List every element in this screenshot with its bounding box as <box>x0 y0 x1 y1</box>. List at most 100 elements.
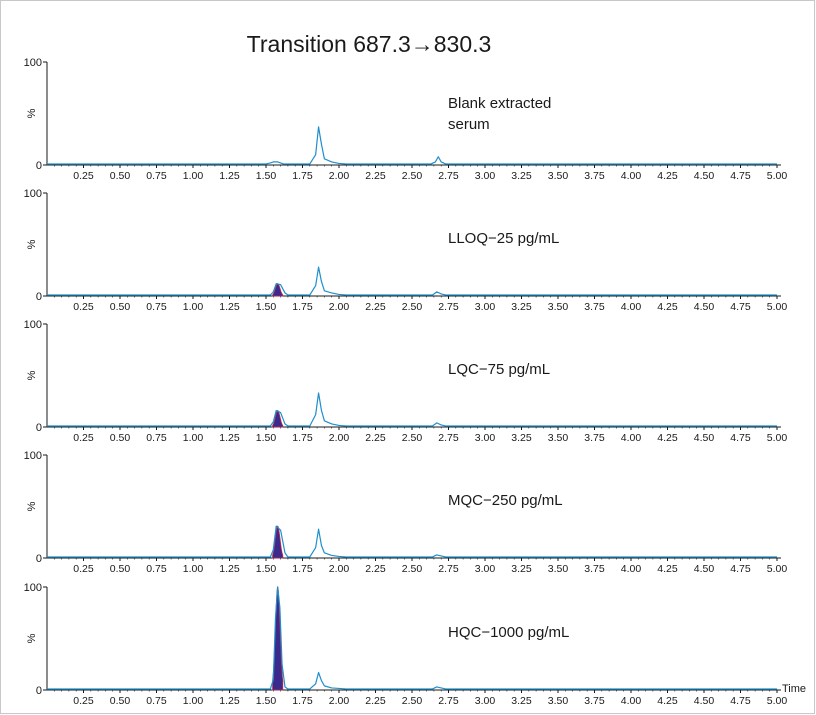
x-tick-label: 0.75 <box>146 301 167 313</box>
x-tick-label: 1.75 <box>292 563 313 575</box>
figure-title: Transition 687.3→830.3 <box>247 31 492 57</box>
y-tick-label: 0 <box>36 291 42 303</box>
x-tick-label: 4.50 <box>694 170 715 182</box>
sample-label: LLOQ−25 pg/mL <box>448 230 559 247</box>
x-tick-label: 2.25 <box>365 301 386 313</box>
x-tick-label: 1.00 <box>183 563 204 575</box>
y-axis-label: % <box>26 239 38 249</box>
x-tick-label: 3.75 <box>584 170 605 182</box>
x-tick-label: 1.75 <box>292 695 313 707</box>
x-tick-label: 3.75 <box>584 695 605 707</box>
x-tick-label: 2.75 <box>438 170 459 182</box>
y-tick-label: 100 <box>24 319 42 331</box>
x-tick-label: 0.50 <box>110 432 131 444</box>
x-tick-label: 0.25 <box>73 301 94 313</box>
x-tick-label: 1.75 <box>292 432 313 444</box>
x-tick-label: 0.50 <box>110 170 131 182</box>
x-tick-label: 4.75 <box>730 170 751 182</box>
x-tick-label: 2.75 <box>438 432 459 444</box>
x-tick-label: 3.25 <box>511 170 532 182</box>
analyte-peak-fill <box>272 410 284 428</box>
x-tick-label: 4.25 <box>657 432 678 444</box>
chromatogram-trace <box>47 126 777 165</box>
panel-5: 100 0% 0.25 0.50 0.75 1.00 1.25 1.50 1.75 2.00 2.2… <box>24 582 788 707</box>
x-tick-label: 1.00 <box>183 170 204 182</box>
x-tick-label: 1.75 <box>292 301 313 313</box>
x-tick-label: 4.00 <box>621 695 642 707</box>
sample-label: Blank extracted <box>448 95 551 112</box>
x-tick-label: 2.75 <box>438 301 459 313</box>
x-tick-label: 1.50 <box>256 432 277 444</box>
x-tick-label: 4.50 <box>694 695 715 707</box>
x-tick-label: 2.50 <box>402 695 423 707</box>
y-axis-label: % <box>26 633 38 643</box>
x-tick-label: 5.00 <box>767 301 788 313</box>
x-tick-label: 3.25 <box>511 301 532 313</box>
x-tick-label: 4.25 <box>657 301 678 313</box>
x-tick-label: 4.00 <box>621 432 642 444</box>
x-tick-label: 1.50 <box>256 563 277 575</box>
x-tick-label: 0.75 <box>146 432 167 444</box>
x-tick-label: 3.50 <box>548 170 569 182</box>
x-tick-label: 3.00 <box>475 301 496 313</box>
x-tick-label: 3.75 <box>584 563 605 575</box>
x-tick-label: 4.75 <box>730 695 751 707</box>
x-tick-label: 2.25 <box>365 695 386 707</box>
y-tick-label: 100 <box>24 582 42 594</box>
x-tick-label: 3.00 <box>475 563 496 575</box>
x-tick-label: 4.50 <box>694 432 715 444</box>
x-tick-label: 0.25 <box>73 432 94 444</box>
x-tick-label: 1.25 <box>219 301 240 313</box>
chromatogram-trace <box>47 586 777 690</box>
panels-group: 100 0% 0.25 0.50 0.75 1.00 1.25 1.50 1.75 2.00 2.2… <box>24 57 788 707</box>
x-tick-label: 0.50 <box>110 695 131 707</box>
x-tick-label: 4.75 <box>730 432 751 444</box>
x-tick-label: 2.25 <box>365 170 386 182</box>
analyte-peak-fill <box>272 525 284 559</box>
y-tick-label: 0 <box>36 422 42 434</box>
x-tick-label: 3.25 <box>511 563 532 575</box>
x-tick-label: 3.50 <box>548 695 569 707</box>
x-tick-label: 2.75 <box>438 695 459 707</box>
x-tick-label: 4.00 <box>621 563 642 575</box>
chromatogram-trace <box>47 525 777 558</box>
y-axis-label: % <box>26 108 38 118</box>
x-tick-label: 3.50 <box>548 563 569 575</box>
y-axis-label: % <box>26 501 38 511</box>
x-tick-label: 3.25 <box>511 432 532 444</box>
x-tick-label: 2.00 <box>329 695 350 707</box>
x-tick-label: 2.00 <box>329 432 350 444</box>
x-tick-label: 4.25 <box>657 170 678 182</box>
x-tick-label: 3.50 <box>548 301 569 313</box>
y-tick-label: 100 <box>24 188 42 200</box>
sample-label: MQC−250 pg/mL <box>448 492 563 509</box>
sample-label: HQC−1000 pg/mL <box>448 624 569 641</box>
x-tick-label: 4.50 <box>694 563 715 575</box>
x-tick-label: 0.75 <box>146 563 167 575</box>
x-tick-label: 2.50 <box>402 170 423 182</box>
x-tick-label: 1.25 <box>219 563 240 575</box>
sample-label: serum <box>448 116 490 133</box>
y-tick-label: 100 <box>24 450 42 462</box>
x-tick-label: 1.75 <box>292 170 313 182</box>
x-tick-label: 4.50 <box>694 301 715 313</box>
x-tick-label: 2.25 <box>365 563 386 575</box>
x-tick-label: 2.00 <box>329 563 350 575</box>
x-tick-label: 2.25 <box>365 432 386 444</box>
x-tick-label: 4.25 <box>657 695 678 707</box>
x-axis-label: Time <box>782 683 806 695</box>
x-tick-label: 0.25 <box>73 695 94 707</box>
x-tick-label: 4.75 <box>730 301 751 313</box>
x-tick-label: 5.00 <box>767 170 788 182</box>
x-tick-label: 0.50 <box>110 301 131 313</box>
x-tick-label: 2.50 <box>402 432 423 444</box>
y-tick-label: 0 <box>36 685 42 697</box>
x-tick-label: 0.75 <box>146 170 167 182</box>
sample-label: LQC−75 pg/mL <box>448 361 550 378</box>
chromatogram-trace <box>47 392 777 427</box>
x-tick-label: 0.25 <box>73 563 94 575</box>
x-tick-label: 2.50 <box>402 563 423 575</box>
chromatogram-trace <box>47 266 777 296</box>
